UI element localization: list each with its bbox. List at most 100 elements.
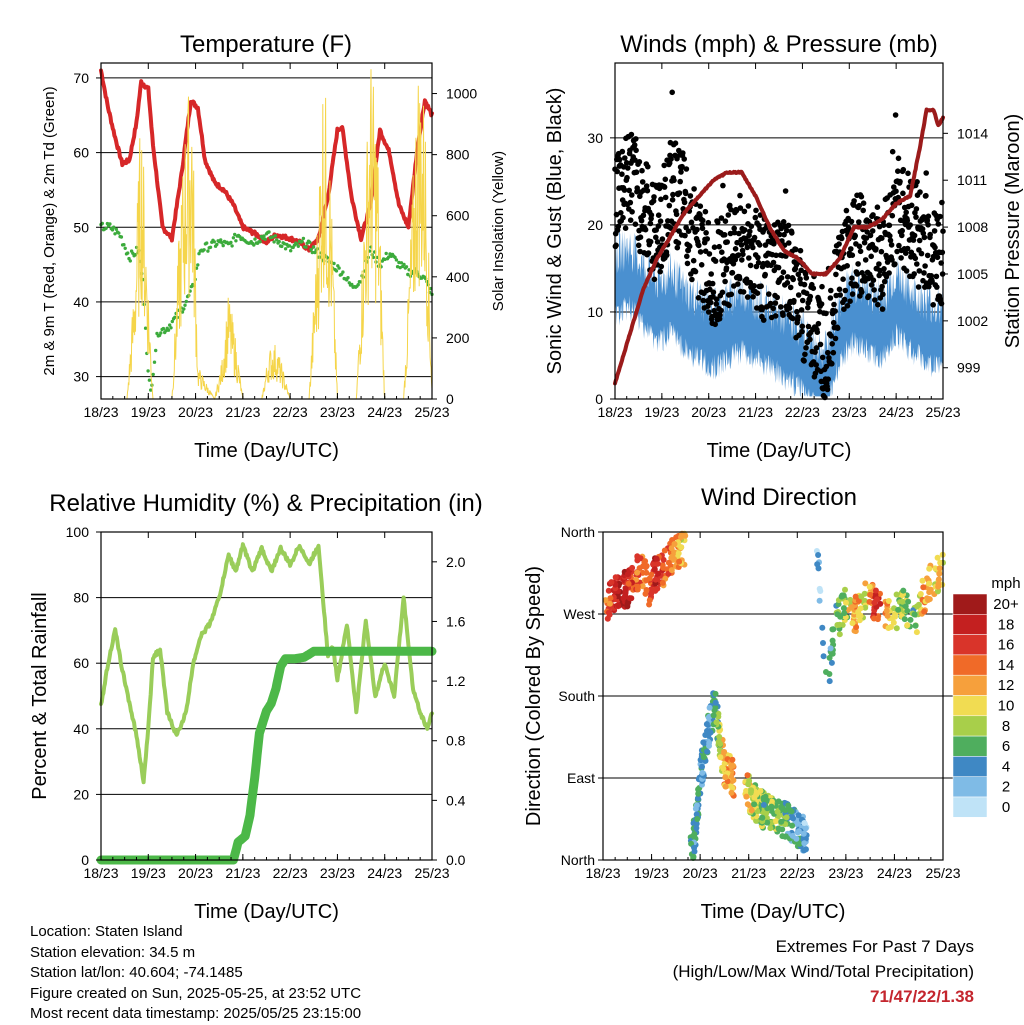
- direction-point: [893, 625, 900, 632]
- data-point: [672, 140, 679, 146]
- data-point: [219, 238, 223, 242]
- data-point: [631, 142, 638, 148]
- data-point: [623, 160, 630, 166]
- data-point: [238, 235, 242, 239]
- y-tick-label: 20: [587, 217, 603, 233]
- direction-point: [782, 833, 789, 840]
- data-point: [682, 232, 688, 239]
- colorbar-swatch: [952, 674, 988, 696]
- data-point: [819, 354, 826, 361]
- direction-point: [829, 626, 836, 633]
- direction-point: [913, 629, 920, 636]
- data-point: [645, 250, 652, 256]
- data-point: [722, 278, 728, 285]
- data-point: [648, 212, 655, 218]
- direction-point: [936, 565, 943, 572]
- direction-point: [602, 597, 609, 604]
- data-point: [860, 207, 866, 214]
- data-point: [146, 369, 150, 373]
- y-tick-label: 0: [595, 391, 603, 407]
- direction-point: [842, 586, 848, 593]
- direction-point: [816, 597, 823, 604]
- data-point: [728, 291, 735, 298]
- direction-point: [620, 595, 627, 602]
- data-point: [205, 241, 209, 245]
- data-point: [740, 289, 747, 295]
- colorbar-swatch: [952, 654, 988, 676]
- direction-point: [872, 587, 879, 594]
- direction-point: [789, 832, 796, 839]
- direction-point: [693, 825, 700, 831]
- y-tick-label: 50: [73, 219, 89, 235]
- data-point: [651, 194, 657, 200]
- data-point: [661, 162, 667, 169]
- data-point: [690, 257, 697, 264]
- data-point: [629, 192, 635, 198]
- direction-point: [826, 678, 833, 685]
- direction-point: [622, 585, 629, 592]
- data-point: [736, 275, 743, 282]
- data-point: [932, 244, 938, 251]
- data-point: [812, 349, 818, 355]
- data-point: [741, 227, 748, 233]
- data-point: [719, 289, 726, 296]
- data-point: [619, 171, 625, 177]
- data-point: [836, 241, 842, 247]
- data-point: [384, 251, 388, 256]
- x-tick-label: 24/23: [879, 404, 914, 420]
- data-point: [730, 261, 737, 267]
- data-point: [655, 212, 662, 218]
- data-point: [699, 225, 706, 232]
- chart-title: Winds (mph) & Pressure (mb): [620, 31, 937, 58]
- x-tick-label: 24/23: [367, 404, 402, 420]
- data-point: [790, 315, 796, 322]
- data-point: [277, 239, 281, 244]
- data-point: [658, 263, 665, 270]
- direction-point: [721, 760, 728, 767]
- data-point: [841, 306, 847, 313]
- data-point: [858, 289, 865, 295]
- x-tick-label: 23/23: [832, 404, 867, 420]
- direction-point: [629, 564, 636, 571]
- data-point: [394, 258, 399, 262]
- data-point: [903, 209, 909, 216]
- data-point: [805, 323, 812, 330]
- data-point: [395, 265, 400, 269]
- data-point: [799, 297, 806, 304]
- data-point: [196, 263, 200, 267]
- data-point: [673, 211, 680, 218]
- data-point: [618, 210, 624, 216]
- data-point: [780, 269, 787, 276]
- x-tick-label: 18/23: [597, 404, 632, 420]
- y2-tick-label: 1011: [957, 172, 987, 188]
- direction-point: [795, 828, 802, 835]
- direction-point: [648, 590, 655, 597]
- data-point: [818, 301, 825, 307]
- data-point: [639, 179, 646, 185]
- data-point: [614, 168, 620, 175]
- data-point: [856, 202, 862, 209]
- y-tick-label: 100: [66, 524, 90, 540]
- data-point: [662, 176, 669, 183]
- data-point: [706, 251, 713, 257]
- data-point: [681, 199, 688, 206]
- data-point: [878, 248, 885, 255]
- data-point: [399, 261, 404, 265]
- data-point: [624, 174, 630, 181]
- data-point: [651, 276, 658, 283]
- y-tick-label: 20: [73, 786, 89, 802]
- data-point: [202, 248, 206, 252]
- data-point: [151, 372, 155, 377]
- colorbar-label: 8: [1002, 718, 1010, 735]
- colorbar-title: mph: [991, 575, 1020, 592]
- x-tick-label: 21/23: [731, 865, 766, 881]
- data-point: [837, 292, 843, 298]
- data-point: [854, 271, 861, 277]
- data-point: [865, 293, 872, 299]
- data-point: [737, 205, 744, 211]
- direction-point: [691, 844, 698, 851]
- direction-point: [874, 596, 880, 603]
- data-point: [705, 309, 712, 315]
- data-point: [751, 234, 758, 241]
- colorbar-label: 2: [1002, 779, 1010, 796]
